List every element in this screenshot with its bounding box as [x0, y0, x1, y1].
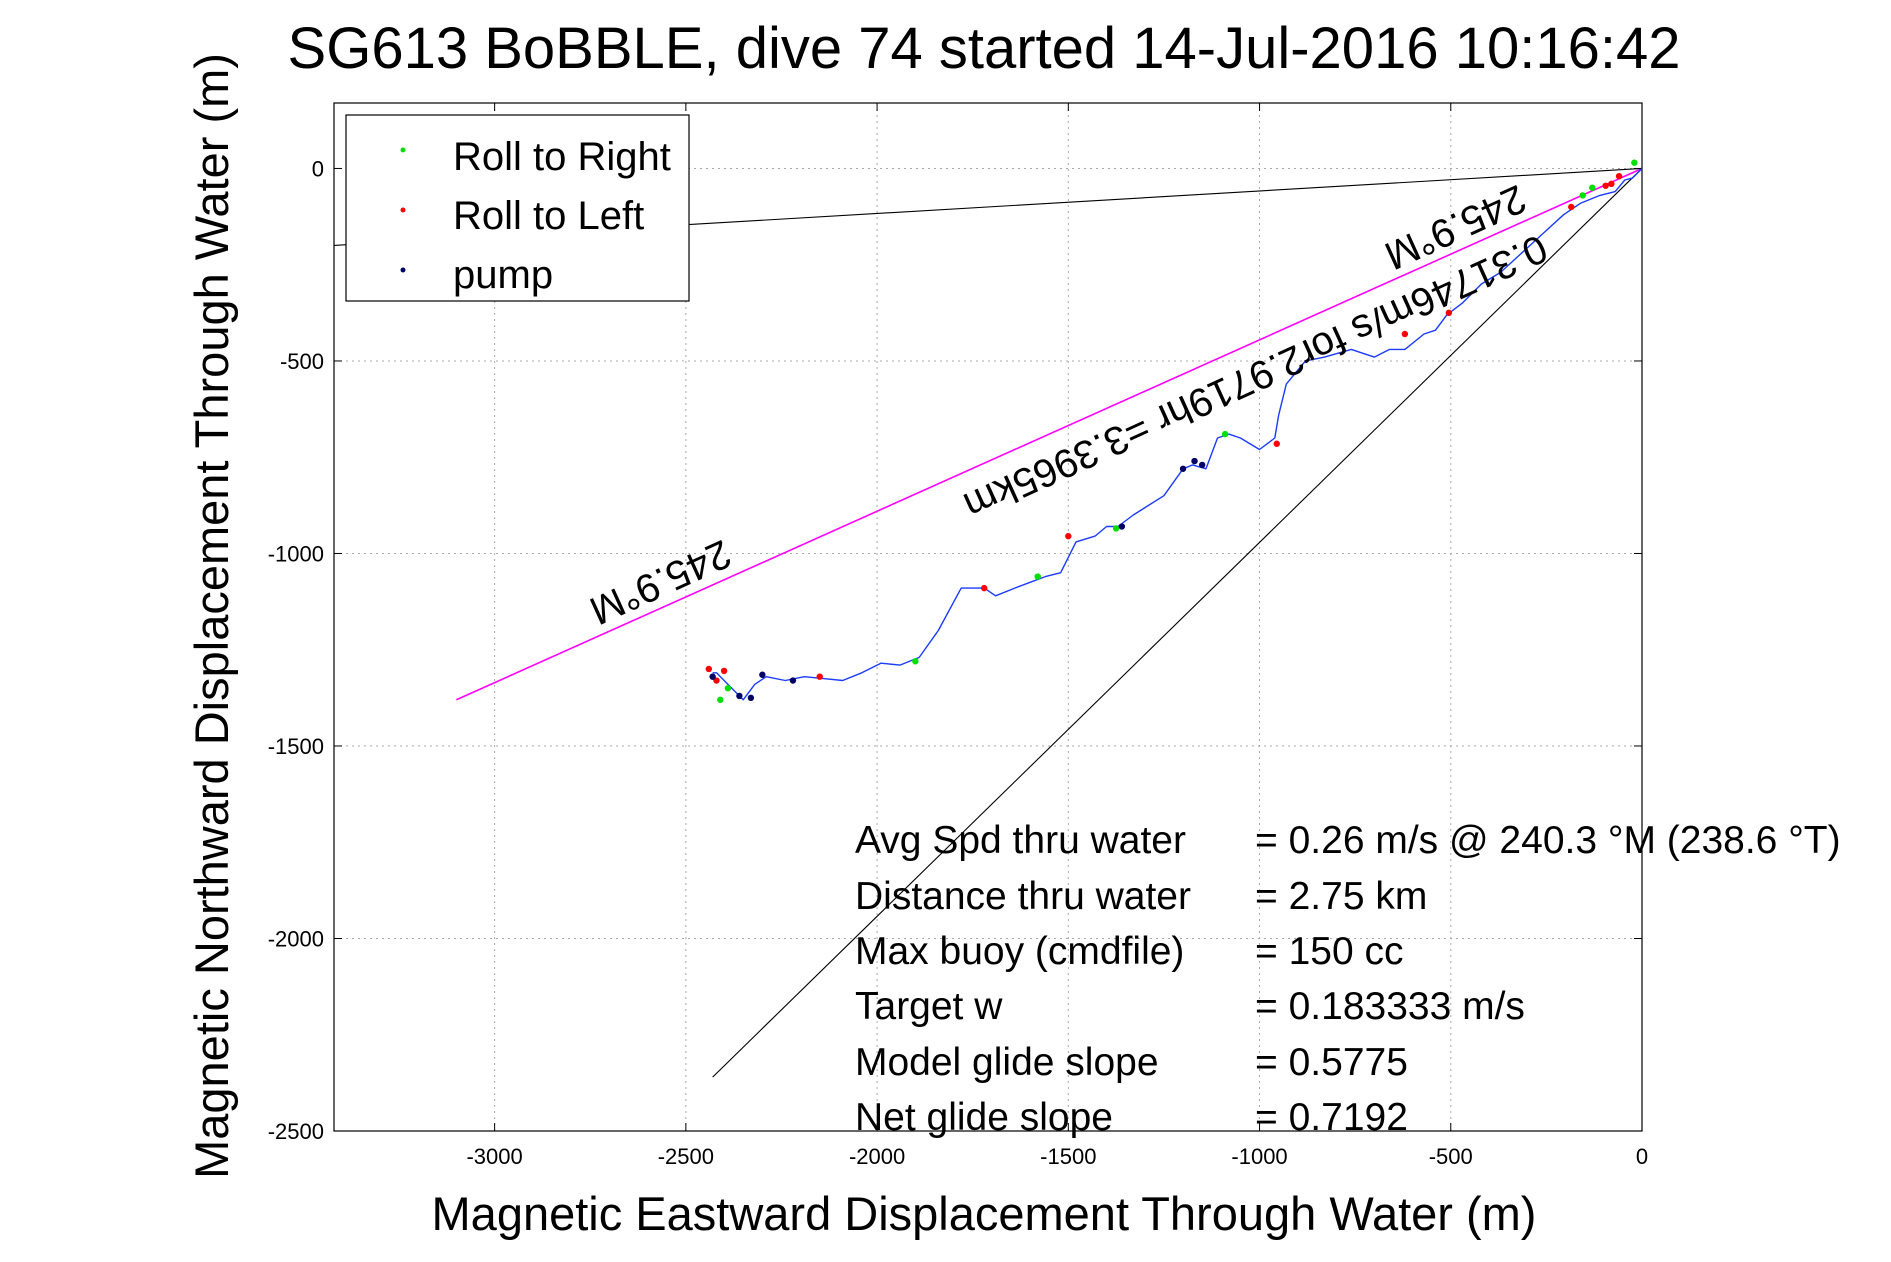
- roll-right-point: [1034, 573, 1041, 580]
- roll-left-point: [1445, 309, 1453, 317]
- stat-label-target-w: Target w: [855, 985, 1003, 1028]
- guide-line-lower: [712, 168, 1642, 1078]
- stat-value-model-glide: = 0.5775: [1255, 1041, 1408, 1084]
- track-series: [712, 168, 1642, 701]
- legend-label-roll-right: Roll to Right: [453, 135, 671, 179]
- track-line: [712, 168, 1642, 701]
- legend-marker-roll-right: [400, 147, 406, 153]
- stat-label-avg-speed: Avg Spd thru water: [855, 819, 1186, 862]
- roll-right-point: [1579, 192, 1586, 199]
- roll-left-point: [1401, 330, 1409, 338]
- stat-value-net-glide: = 0.7192: [1255, 1096, 1408, 1139]
- roll-left-point: [816, 673, 823, 680]
- pump-point: [1198, 461, 1206, 469]
- x-tick-label: -1500: [1040, 1144, 1096, 1169]
- roll-left-point: [1273, 440, 1280, 447]
- x-tick-label: -2000: [849, 1144, 905, 1169]
- pump-point: [736, 692, 743, 700]
- pump-point: [709, 673, 716, 680]
- x-axis-label: Magnetic Eastward Displacement Through W…: [432, 1187, 1537, 1240]
- legend-marker-roll-left: [400, 207, 406, 213]
- heading-line-magenta: [456, 167, 1642, 701]
- pump-point: [789, 677, 797, 684]
- marker-points: [705, 159, 1638, 703]
- roll-left-point: [1602, 182, 1609, 189]
- roll-left-point: [705, 665, 713, 673]
- x-tick-label: -500: [1429, 1144, 1473, 1169]
- legend-label-pump: pump: [453, 253, 553, 297]
- roll-left-point: [1615, 172, 1623, 180]
- roll-right-point: [717, 696, 724, 703]
- roll-left-point: [1568, 203, 1575, 211]
- y-tick-label: -1500: [268, 734, 324, 759]
- roll-left-point: [720, 667, 728, 675]
- legend-label-roll-left: Roll to Left: [453, 194, 644, 238]
- axis-ticks: -3000 -2500 -2000 -1500 -1000 -500 0 0 -500 -1000…: [268, 103, 1648, 1169]
- stat-label-model-glide: Model glide slope: [855, 1041, 1159, 1084]
- stat-value-target-w: = 0.183333 m/s: [1255, 985, 1525, 1028]
- y-tick-label: 0: [312, 156, 324, 181]
- x-tick-label: -1000: [1231, 1144, 1287, 1169]
- legend-marker-pump: [400, 267, 406, 273]
- x-tick-label: -2500: [658, 1144, 714, 1169]
- pump-point: [1118, 523, 1126, 530]
- roll-left-point: [1065, 532, 1072, 540]
- x-tick-label: -3000: [466, 1144, 522, 1169]
- legend: Roll to Right Roll to Left pump: [345, 114, 690, 302]
- y-axis-label: Magnetic Northward Displacement Through …: [185, 53, 238, 1179]
- y-tick-label: -1000: [268, 541, 324, 566]
- roll-right-point: [1631, 159, 1638, 166]
- stat-label-distance: Distance thru water: [855, 875, 1191, 918]
- stat-value-distance: = 2.75 km: [1255, 875, 1427, 918]
- stat-label-max-buoy: Max buoy (cmdfile): [855, 930, 1184, 973]
- y-tick-label: -2500: [268, 1119, 324, 1144]
- roll-right-point: [1589, 184, 1596, 191]
- stat-label-net-glide: Net glide slope: [855, 1096, 1113, 1139]
- plot-frame: [333, 102, 1643, 1132]
- roll-left-point: [1608, 180, 1615, 188]
- stat-value-max-buoy: = 150 cc: [1255, 930, 1404, 973]
- roll-right-point: [912, 658, 919, 665]
- x-tick-label: 0: [1636, 1144, 1648, 1169]
- pump-point: [1179, 465, 1187, 472]
- pump-point: [759, 671, 766, 678]
- heading-label-1: 245.9°M: [583, 531, 737, 633]
- roll-right-point: [1221, 430, 1229, 438]
- roll-right-point: [1112, 525, 1120, 532]
- roll-right-point: [724, 685, 732, 692]
- pump-point: [747, 694, 755, 702]
- y-tick-label: -2000: [268, 926, 324, 951]
- speed-label: 0.31746m/s for2.9719hr =3.3965km: [957, 226, 1553, 528]
- stat-value-avg-speed: = 0.26 m/s @ 240.3 °M (238.6 °T): [1255, 819, 1841, 862]
- stats-block: Avg Spd thru water = 0.26 m/s @ 240.3 °M…: [855, 819, 1841, 1139]
- pump-point: [1191, 457, 1198, 465]
- roll-left-point: [980, 584, 988, 592]
- y-tick-label: -500: [280, 349, 324, 374]
- chart-title: SG613 BoBBLE, dive 74 started 14-Jul-201…: [288, 16, 1681, 81]
